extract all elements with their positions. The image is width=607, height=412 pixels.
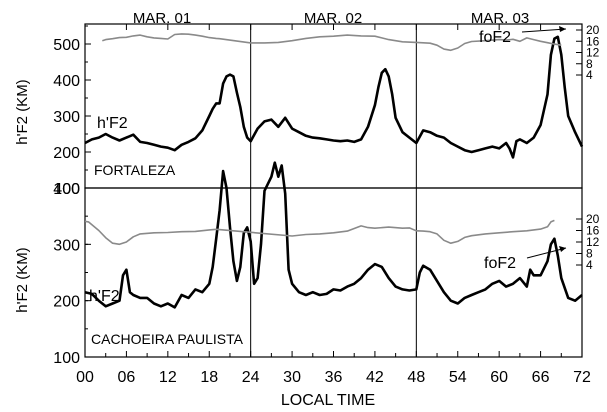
y-tick-label-bottom: 200 [53, 294, 80, 311]
fof2-curve-label-bottom: foF2 [484, 255, 516, 272]
y-tick-label-top: 200 [53, 145, 80, 162]
x-tick-label: 06 [118, 369, 136, 386]
station-label-fortaleza: FORTALEZA [94, 162, 176, 178]
x-tick-label: 48 [407, 369, 425, 386]
y-axis-title-top: h'F2 (KM) [14, 79, 31, 144]
fof2-curve-label-top: foF2 [479, 29, 511, 46]
right-tick-label-bottom: 8 [586, 247, 593, 261]
x-tick-label: 12 [159, 369, 177, 386]
fof2-series-top [102, 33, 562, 52]
x-axis: 00 06 12 18 24 30 36 42 48 54 60 66 72 [76, 24, 591, 386]
right-tick-label-bottom: 4 [586, 258, 593, 272]
fof2-arrow-bottom [526, 247, 567, 259]
x-tick-label: 54 [449, 369, 467, 386]
x-tick-label: 72 [573, 369, 591, 386]
right-tick-label-bottom: 12 [586, 235, 600, 249]
y-tick-label-bottom: 100 [53, 350, 80, 367]
x-tick-label: 24 [242, 369, 260, 386]
x-axis-title: LOCAL TIME [281, 392, 375, 409]
x-tick-label: 60 [490, 369, 508, 386]
right-tick-label-top: 16 [586, 34, 600, 48]
y-tick-label-top: 500 [53, 37, 80, 54]
x-tick-label: 66 [532, 369, 550, 386]
day-label-mar-02: MAR. 02 [304, 10, 362, 27]
x-tick-label: 18 [200, 369, 218, 386]
y-tick-label-top: 400 [53, 73, 80, 90]
hf2-curve-label-bottom: h'F2 [89, 288, 120, 305]
fof2-arrow-top [521, 28, 567, 33]
y-axis-title-bottom: h'F2 (KM) [14, 247, 31, 312]
x-tick-label: 00 [76, 369, 94, 386]
right-tick-label-top: 8 [586, 57, 593, 71]
fof2-arrow-top-head [559, 26, 566, 32]
station-label-cachoeira-paulista: CACHOEIRA PAULISTA [91, 331, 244, 347]
day-label-mar-01: MAR. 01 [133, 10, 191, 27]
hf2-series-bottom [84, 161, 583, 309]
hf2-curve-label-top: h'F2 [97, 115, 128, 132]
right-tick-label-top: 4 [586, 68, 593, 82]
x-tick-label: 42 [366, 369, 384, 386]
day-label-mar-03: MAR. 03 [471, 10, 529, 27]
right-tick-label-bottom: 20 [586, 212, 600, 226]
y-tick-label-top: 100 [53, 181, 80, 198]
y-tick-label-bottom: 300 [53, 237, 80, 254]
right-tick-label-top: 12 [586, 46, 600, 60]
fof2-arrow-bottom-head [559, 246, 566, 252]
hf2-series-top [84, 35, 584, 159]
x-tick-label: 36 [325, 369, 343, 386]
y-tick-label-bottom: 400 [53, 181, 80, 198]
y-tick-label-top: 300 [53, 109, 80, 126]
x-tick-label: 30 [283, 369, 301, 386]
fof2-series-bottom [84, 219, 555, 246]
right-tick-label-bottom: 16 [586, 224, 600, 238]
right-tick-label-top: 20 [586, 23, 600, 37]
